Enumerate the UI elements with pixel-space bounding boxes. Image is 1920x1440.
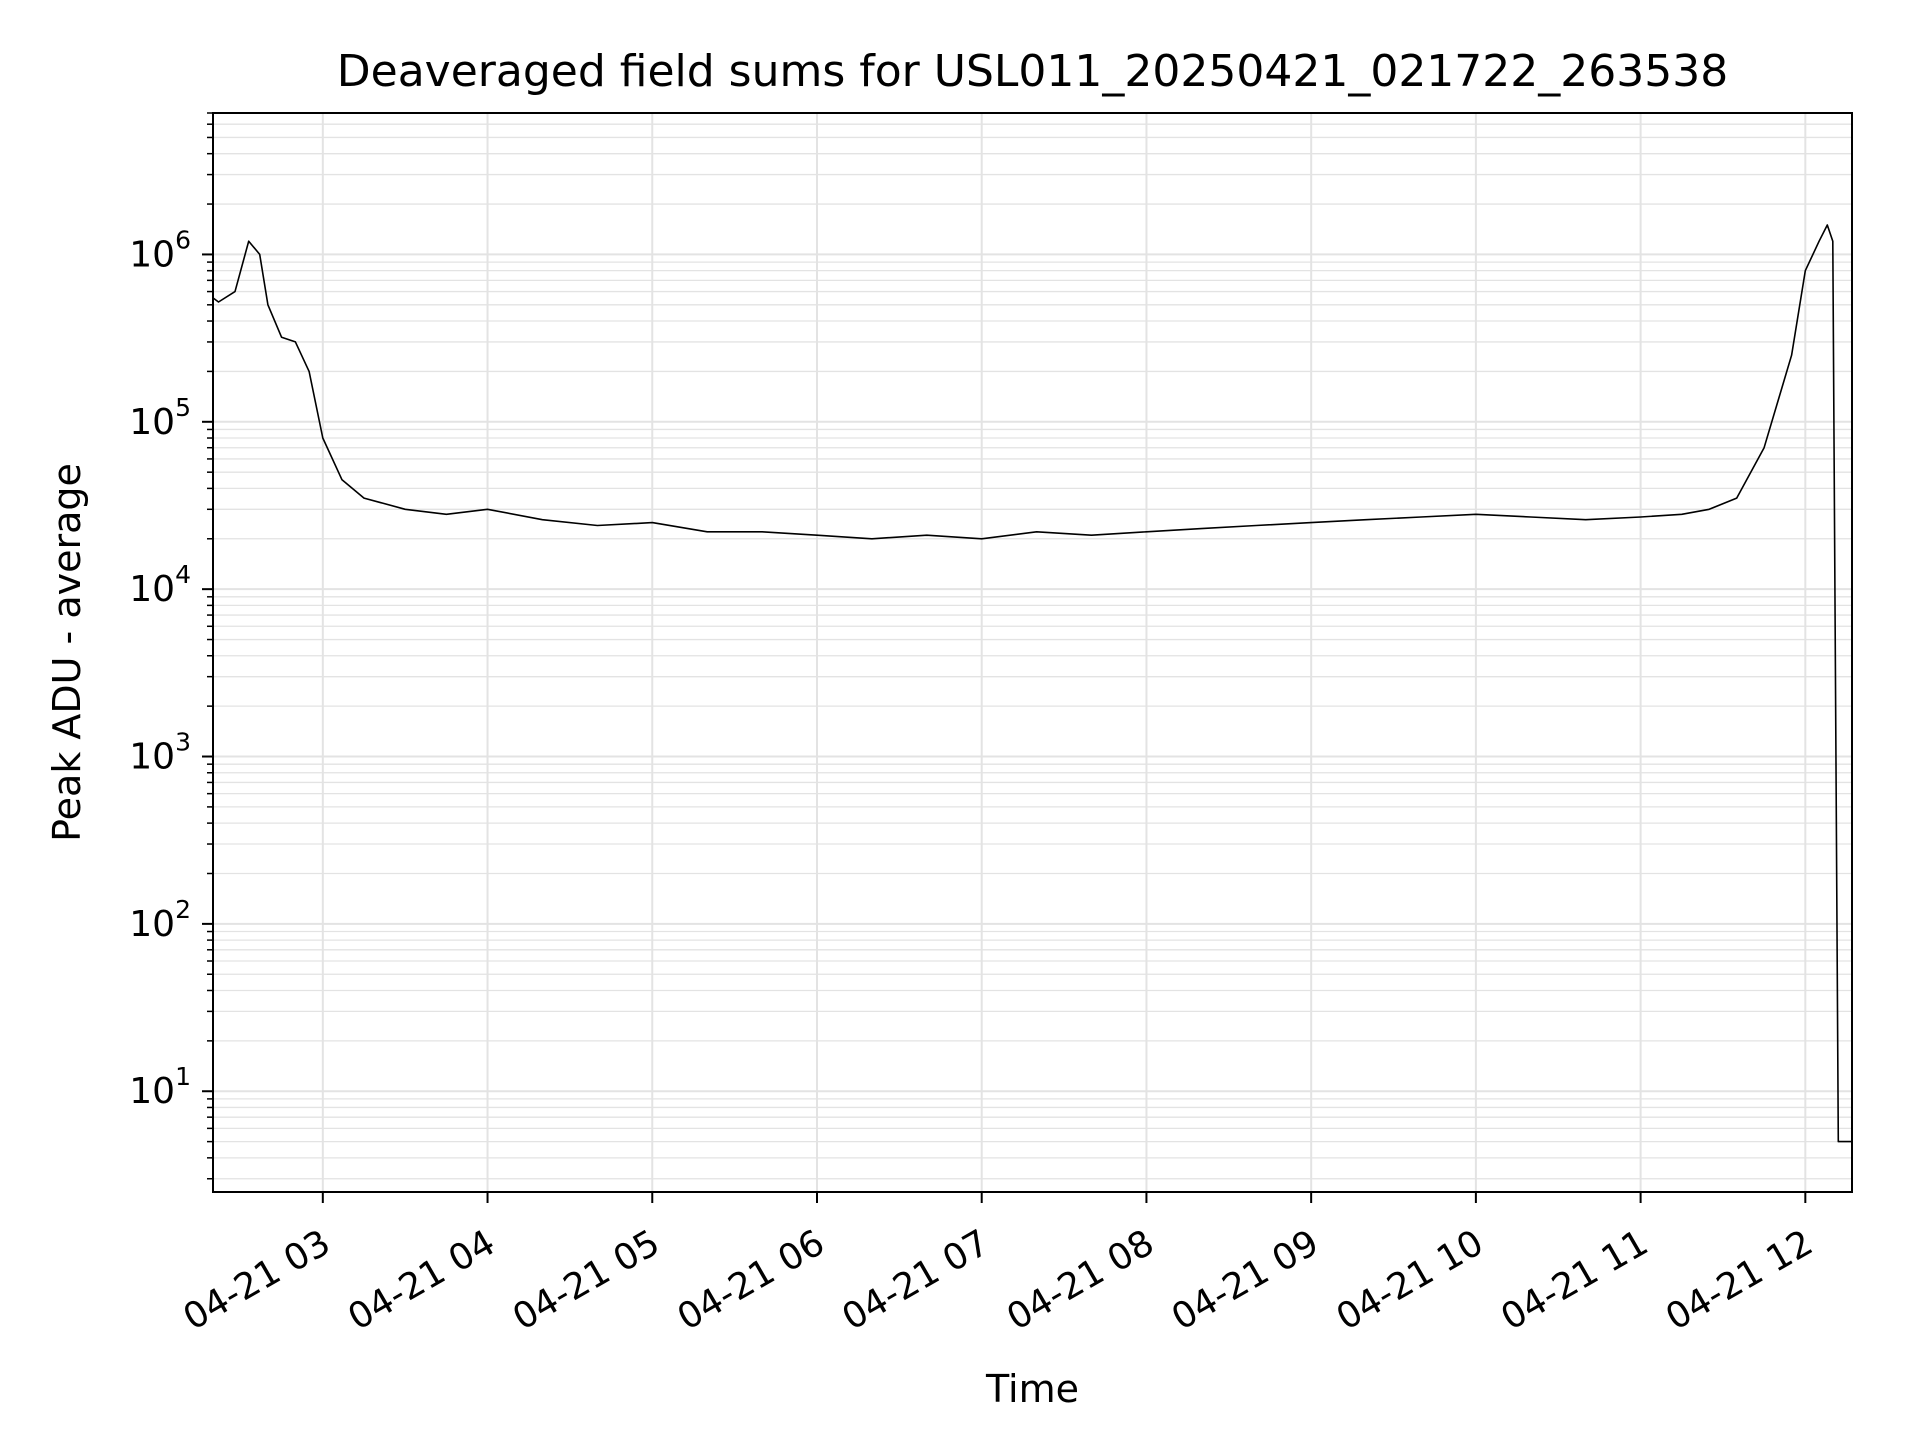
y-tick-label: 101: [129, 1062, 191, 1112]
series-line: [212, 224, 1852, 1143]
x-tick-label: 04-21 09: [1165, 1222, 1326, 1338]
y-tick-exponent: 4: [175, 560, 191, 589]
y-tick-exponent: 5: [175, 393, 191, 422]
y-tick-label: 106: [129, 225, 191, 275]
x-tick-label: 04-21 03: [177, 1222, 338, 1338]
x-tick-label: 04-21 08: [1000, 1222, 1161, 1338]
y-tick-exponent: 6: [175, 225, 191, 254]
y-tick-base: 10: [129, 234, 175, 275]
y-tick-base: 10: [129, 737, 175, 778]
x-tick-label: 04-21 05: [506, 1222, 667, 1338]
y-tick-label: 102: [129, 895, 191, 945]
x-tick-label: 04-21 06: [671, 1222, 832, 1338]
major-gridlines: [213, 113, 1852, 1192]
x-tick-label: 04-21 11: [1494, 1222, 1655, 1338]
x-tick-label: 04-21 12: [1659, 1222, 1820, 1338]
series-layer: [212, 224, 1852, 1143]
y-tick-base: 10: [129, 569, 175, 610]
plot-frame: [212, 112, 1853, 1193]
chart-title: Deaveraged field sums for USL011_2025042…: [337, 46, 1729, 97]
y-axis-label: Peak ADU - average: [45, 463, 89, 842]
x-tick-label: 04-21 10: [1330, 1222, 1491, 1338]
y-tick-exponent: 1: [175, 1062, 191, 1091]
y-tick-exponent: 3: [175, 728, 191, 757]
x-tick-label: 04-21 07: [836, 1222, 997, 1338]
y-tick-base: 10: [129, 904, 175, 945]
x-tick-label: 04-21 04: [341, 1222, 502, 1338]
minor-gridlines: [213, 112, 1852, 1180]
y-tick-label: 105: [129, 393, 191, 443]
y-tick-label: 103: [129, 728, 191, 778]
x-axis-label: Time: [985, 1367, 1079, 1411]
y-tick-base: 10: [129, 1071, 175, 1112]
y-tick-exponent: 2: [175, 895, 191, 924]
y-tick-label: 104: [129, 560, 191, 610]
y-tick-base: 10: [129, 402, 175, 443]
x-axis-ticks: 04-21 03 04-21 04 04-21 05 04-21 06 04-21 07…: [177, 1192, 1820, 1339]
